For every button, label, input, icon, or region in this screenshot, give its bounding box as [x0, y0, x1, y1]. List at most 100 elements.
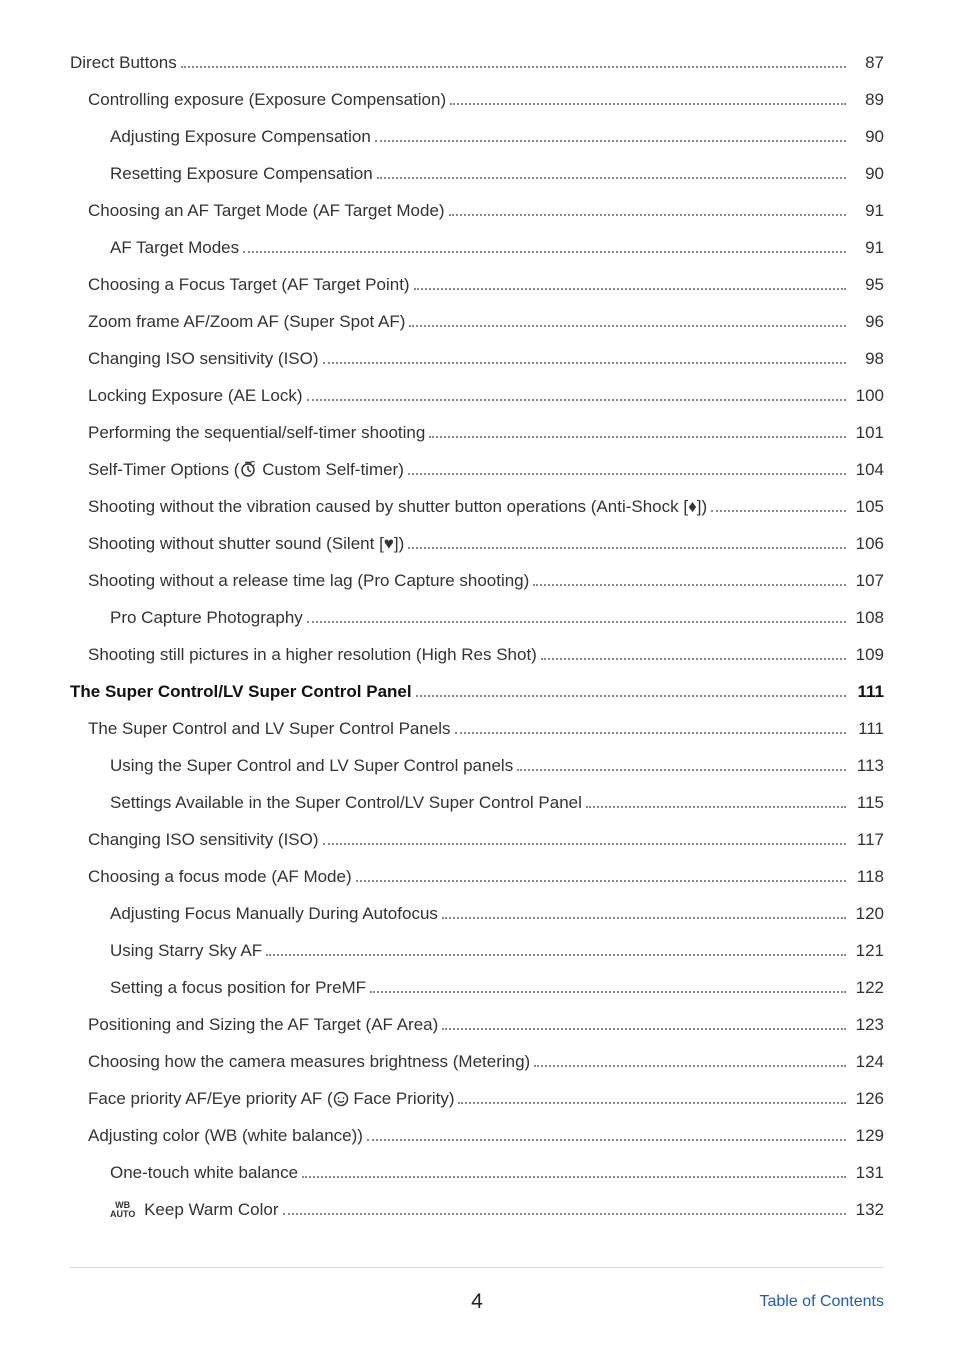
toc-row[interactable]: Zoom frame AF/Zoom AF (Super Spot AF)96 [70, 309, 884, 335]
toc-row[interactable]: One-touch white balance 131 [70, 1160, 884, 1186]
toc-row[interactable]: Settings Available in the Super Control/… [70, 790, 884, 816]
toc-label-part1: Self-Timer Options ( [88, 460, 239, 479]
toc-leader-dots [711, 510, 846, 512]
toc-label: Locking Exposure (AE Lock) [88, 383, 303, 409]
toc-page-number: 131 [850, 1160, 884, 1186]
toc-leader-dots [416, 695, 846, 697]
toc-label: Choosing a Focus Target (AF Target Point… [88, 272, 410, 298]
toc-label: Choosing a focus mode (AF Mode) [88, 864, 352, 890]
toc-label-part1: Face priority AF/Eye priority AF ( [88, 1089, 333, 1108]
page-footer: 4 Table of Contents [70, 1267, 884, 1314]
toc-leader-dots [534, 1065, 846, 1067]
toc-leader-dots [283, 1213, 846, 1215]
toc-label: Setting a focus position for PreMF [110, 975, 366, 1001]
toc-leader-dots [375, 140, 846, 142]
toc-page-number: 113 [850, 753, 884, 779]
toc-row[interactable]: Shooting still pictures in a higher reso… [70, 642, 884, 668]
toc-row[interactable]: Self-Timer Options (C Custom Self-timer)… [70, 457, 884, 483]
toc-label: Pro Capture Photography [110, 605, 303, 631]
toc-page-number: 107 [850, 568, 884, 594]
toc-label-text: Keep Warm Color [139, 1200, 278, 1219]
toc-row[interactable]: Changing ISO sensitivity (ISO)117 [70, 827, 884, 853]
toc-page-number: 98 [850, 346, 884, 372]
toc-page-number: 104 [850, 457, 884, 483]
toc-row[interactable]: Positioning and Sizing the AF Target (AF… [70, 1012, 884, 1038]
toc-page-number: 87 [850, 50, 884, 76]
toc-page-number: 117 [850, 827, 884, 853]
toc-row[interactable]: Face priority AF/Eye priority AF ( Face … [70, 1086, 884, 1112]
toc-row[interactable]: WBAUTO Keep Warm Color 132 [70, 1197, 884, 1223]
toc-label: Positioning and Sizing the AF Target (AF… [88, 1012, 438, 1038]
wb-auto-icon: WBAUTO [110, 1201, 135, 1219]
face-icon [333, 1091, 349, 1107]
toc-row[interactable]: Performing the sequential/self-timer sho… [70, 420, 884, 446]
toc-row[interactable]: Shooting without shutter sound (Silent [… [70, 531, 884, 557]
toc-leader-dots [442, 917, 846, 919]
toc-label: Adjusting color (WB (white balance)) [88, 1123, 363, 1149]
toc-page-number: 120 [850, 901, 884, 927]
toc-label-part2: Custom Self-timer) [257, 460, 403, 479]
toc-label: Adjusting Exposure Compensation [110, 124, 371, 150]
toc-row[interactable]: Shooting without a release time lag (Pro… [70, 568, 884, 594]
toc-label: Shooting without the vibration caused by… [88, 494, 707, 520]
toc-leader-dots [302, 1176, 846, 1178]
toc-row[interactable]: Controlling exposure (Exposure Compensat… [70, 87, 884, 113]
toc-leader-dots [370, 991, 846, 993]
toc-leader-dots [450, 103, 846, 105]
toc-leader-dots [409, 325, 846, 327]
toc-leader-dots [356, 880, 846, 882]
toc-page-number: 109 [850, 642, 884, 668]
toc-page-number: 111 [850, 679, 884, 705]
toc-row[interactable]: Adjusting Exposure Compensation90 [70, 124, 884, 150]
toc-page-number: 129 [850, 1123, 884, 1149]
custom-timer-icon: C [239, 460, 257, 478]
toc-page-number: 101 [850, 420, 884, 446]
toc-row[interactable]: Choosing how the camera measures brightn… [70, 1049, 884, 1075]
toc-label: The Super Control and LV Super Control P… [88, 716, 451, 742]
toc-row[interactable]: The Super Control and LV Super Control P… [70, 716, 884, 742]
toc-label: One-touch white balance [110, 1160, 298, 1186]
toc-row[interactable]: Choosing a Focus Target (AF Target Point… [70, 272, 884, 298]
toc-row[interactable]: Direct Buttons 87 [70, 50, 884, 76]
toc-label: Resetting Exposure Compensation [110, 161, 373, 187]
toc-row[interactable]: Resetting Exposure Compensation 90 [70, 161, 884, 187]
toc-row[interactable]: Shooting without the vibration caused by… [70, 494, 884, 520]
toc-leader-dots [442, 1028, 846, 1030]
table-of-contents-link[interactable]: Table of Contents [483, 1293, 884, 1311]
toc-row[interactable]: Adjusting Focus Manually During Autofocu… [70, 901, 884, 927]
toc-row[interactable]: Changing ISO sensitivity (ISO)98 [70, 346, 884, 372]
toc-label: Performing the sequential/self-timer sho… [88, 420, 425, 446]
toc-row[interactable]: Adjusting color (WB (white balance)) 129 [70, 1123, 884, 1149]
toc-leader-dots [323, 362, 846, 364]
toc-leader-dots [517, 769, 846, 771]
toc-leader-dots [367, 1139, 846, 1141]
toc-row[interactable]: The Super Control/LV Super Control Panel… [70, 679, 884, 705]
toc-page-number: 123 [850, 1012, 884, 1038]
toc-leader-dots [266, 954, 846, 956]
toc-row[interactable]: Locking Exposure (AE Lock)100 [70, 383, 884, 409]
toc-page-number: 91 [850, 198, 884, 224]
toc-row[interactable]: Choosing an AF Target Mode (AF Target Mo… [70, 198, 884, 224]
toc-row[interactable]: Choosing a focus mode (AF Mode)118 [70, 864, 884, 890]
toc-page-number: 90 [850, 161, 884, 187]
toc-leader-dots [533, 584, 846, 586]
toc-label-part2: Face Priority) [349, 1089, 455, 1108]
toc-leader-dots [455, 732, 846, 734]
toc-row[interactable]: Using the Super Control and LV Super Con… [70, 753, 884, 779]
toc-leader-dots [541, 658, 846, 660]
toc-row[interactable]: Pro Capture Photography108 [70, 605, 884, 631]
toc-leader-dots [449, 214, 846, 216]
toc-leader-dots [377, 177, 846, 179]
toc-row[interactable]: Using Starry Sky AF121 [70, 938, 884, 964]
toc-leader-dots [414, 288, 846, 290]
toc-page-number: 91 [850, 235, 884, 261]
toc-row[interactable]: Setting a focus position for PreMF122 [70, 975, 884, 1001]
toc-leader-dots [458, 1102, 846, 1104]
toc-label: Direct Buttons [70, 50, 177, 76]
toc-row[interactable]: AF Target Modes91 [70, 235, 884, 261]
toc-label: Settings Available in the Super Control/… [110, 790, 582, 816]
toc-label: Controlling exposure (Exposure Compensat… [88, 87, 446, 113]
toc-label: Shooting still pictures in a higher reso… [88, 642, 537, 668]
toc-page-number: 132 [850, 1197, 884, 1223]
toc-page-number: 121 [850, 938, 884, 964]
